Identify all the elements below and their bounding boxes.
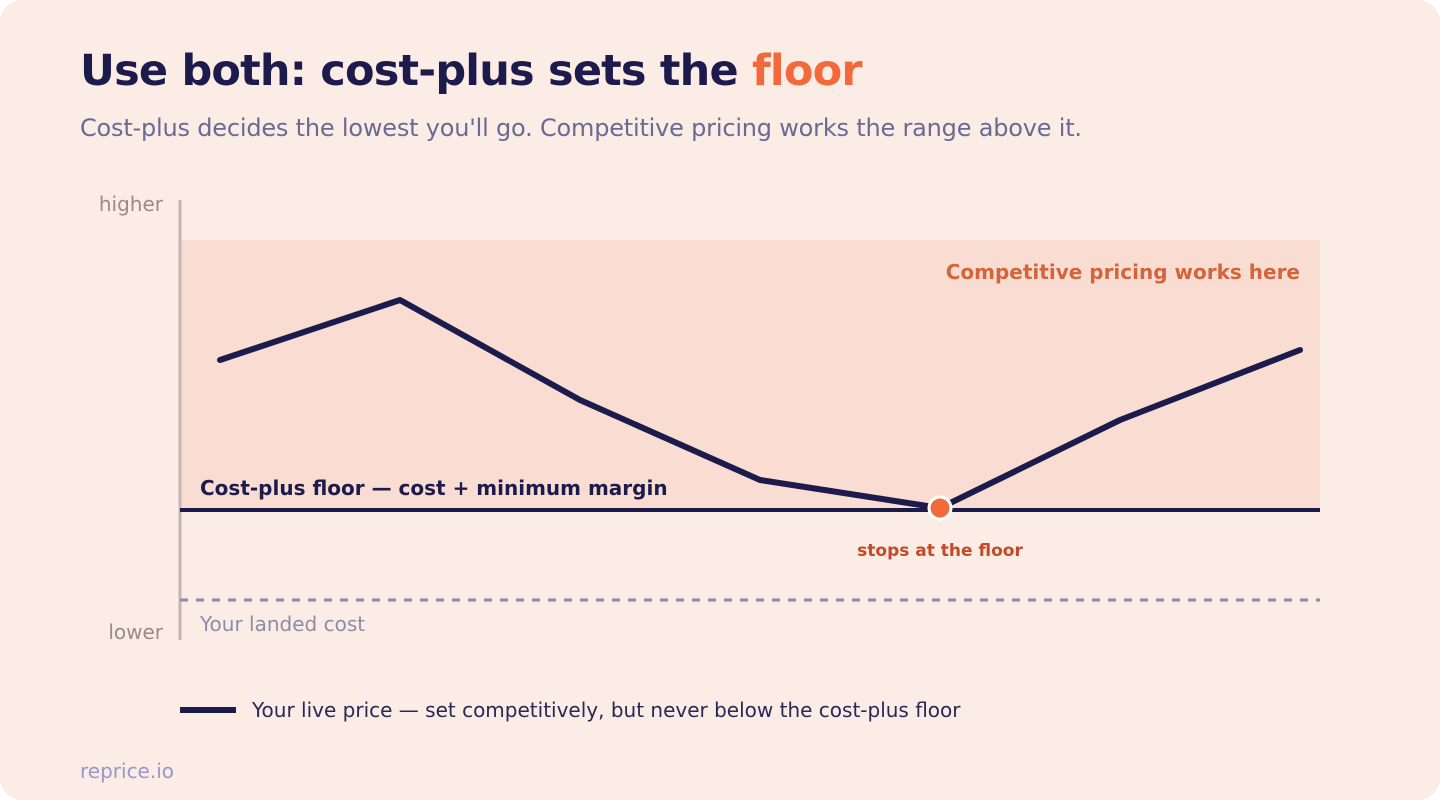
cost-plus-floor-label: Cost-plus floor — cost + minimum margin (200, 476, 668, 500)
competitive-zone-label: Competitive pricing works here (946, 260, 1300, 284)
legend: Your live price — set competitively, but… (180, 698, 961, 722)
page-title: Use both: cost-plus sets the floor (80, 46, 863, 96)
axis-label-higher: higher (99, 192, 164, 216)
floor-touch-marker (927, 495, 953, 521)
competitive-zone (180, 240, 1320, 510)
title-prefix: Use both: cost-plus sets the (80, 46, 753, 96)
landed-cost-label: Your landed cost (199, 612, 365, 636)
live-price-line (217, 297, 1303, 511)
brand-label: reprice.io (80, 759, 175, 783)
floor-touch-label: stops at the floor (857, 541, 1023, 561)
legend-label: Your live price — set competitively, but… (252, 698, 961, 722)
subtitle: Cost-plus decides the lowest you'll go. … (80, 114, 1082, 142)
legend-swatch-live-price (180, 707, 236, 713)
axis-label-lower: lower (108, 620, 163, 644)
title-accent: floor (752, 46, 863, 96)
